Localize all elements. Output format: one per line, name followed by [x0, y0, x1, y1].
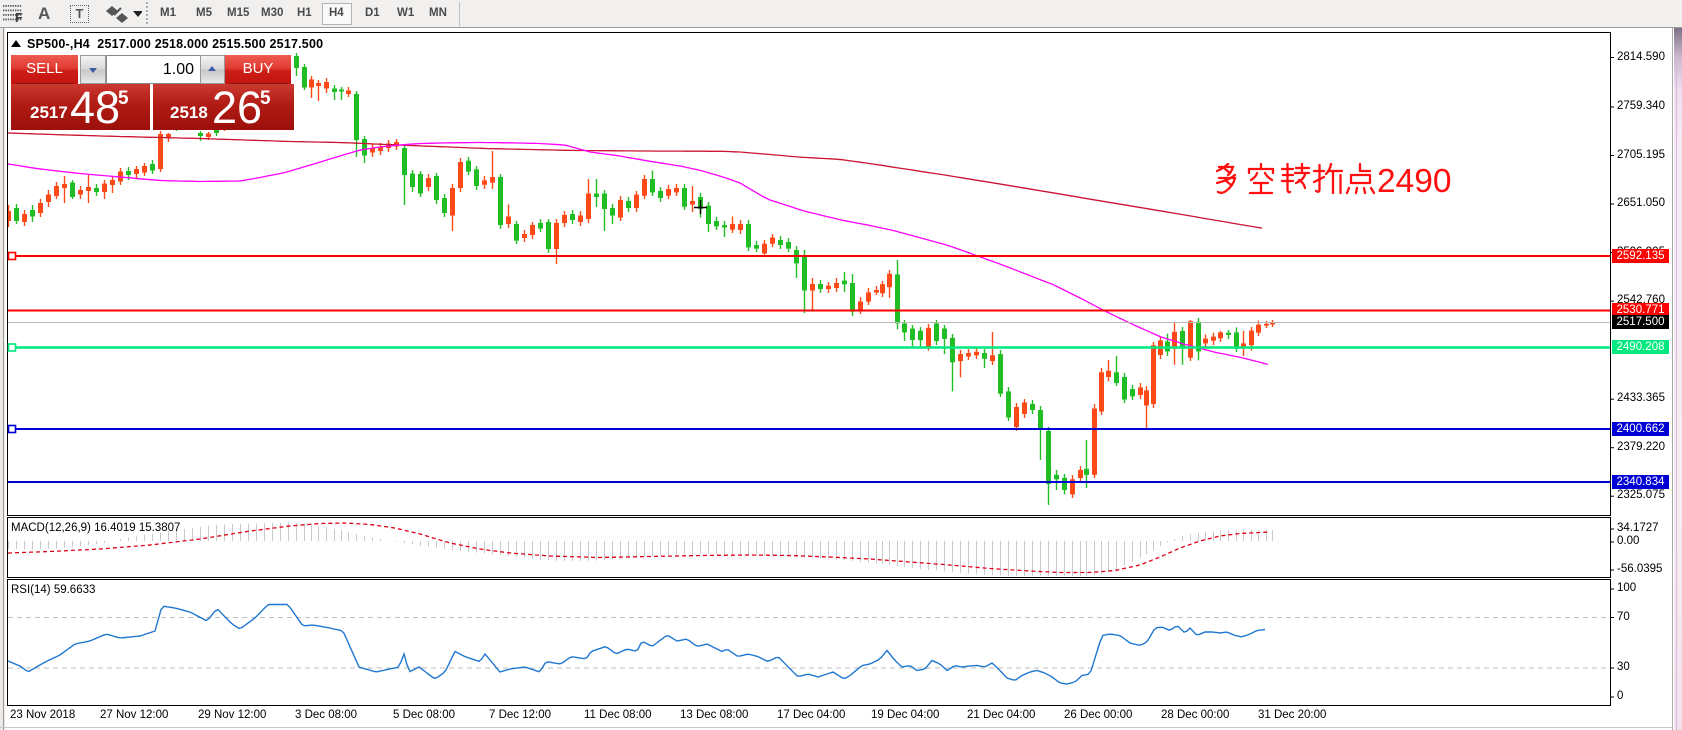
svg-text:2490: 2490 — [1377, 163, 1452, 197]
